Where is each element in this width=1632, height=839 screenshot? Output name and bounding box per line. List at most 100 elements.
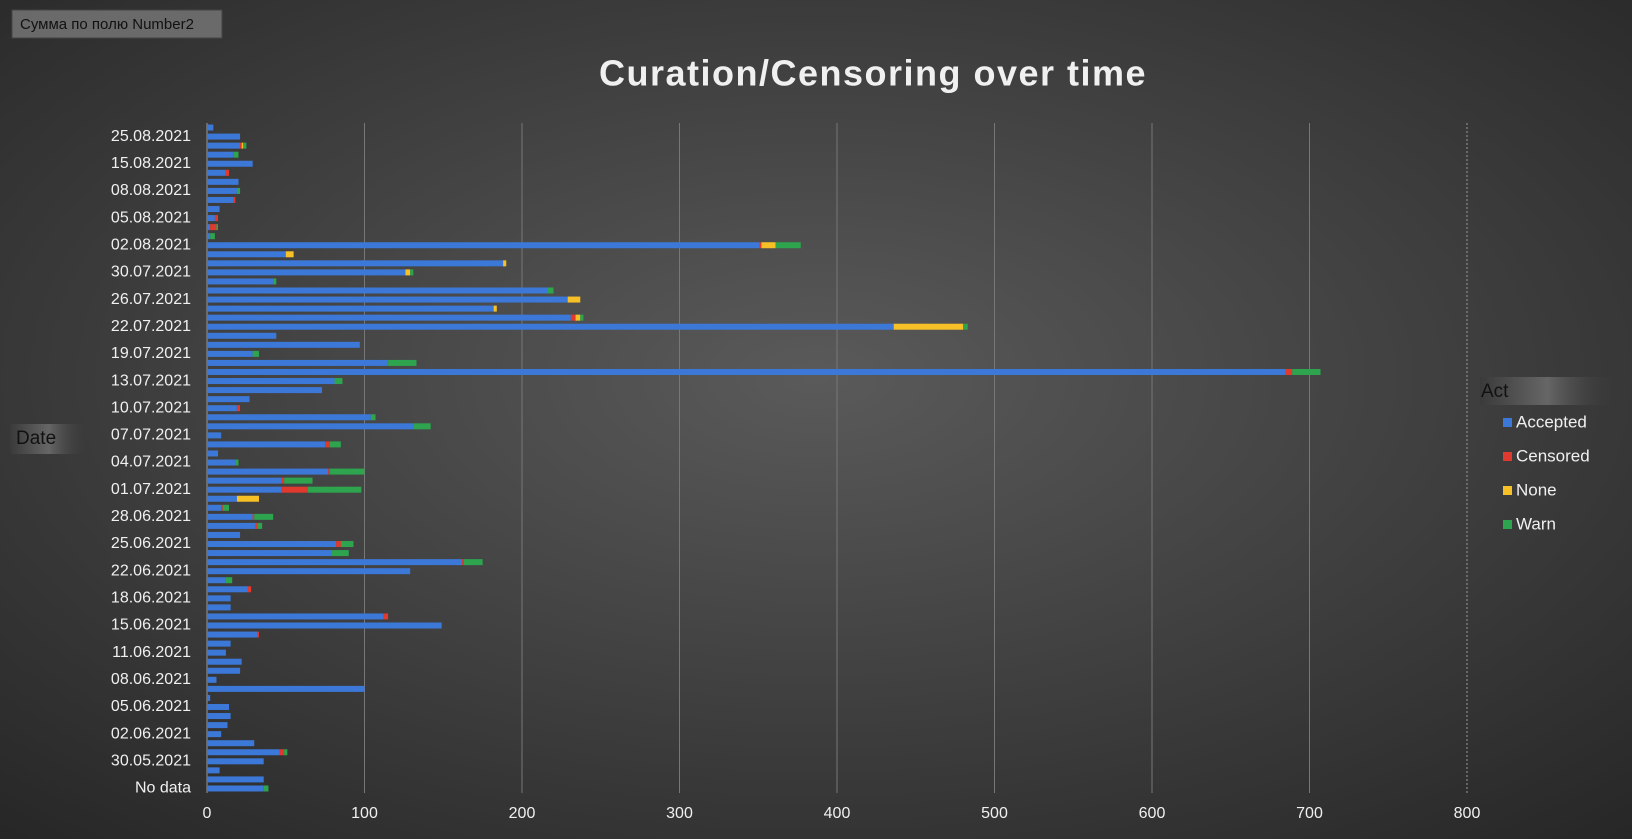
bar-segment — [236, 495, 259, 502]
bar-segment — [247, 586, 252, 593]
bar-segment — [413, 423, 431, 430]
bar-segment — [207, 531, 241, 538]
bar-segment — [207, 676, 217, 683]
legend-swatch — [1503, 418, 1512, 427]
bar-segment — [207, 296, 568, 303]
bar-segment — [207, 550, 332, 557]
bar-segment — [235, 459, 239, 466]
bar-segment — [207, 160, 253, 167]
legend-title-box — [1480, 377, 1615, 405]
bar-segment — [207, 559, 463, 566]
y-tick-label: 25.06.2021 — [111, 535, 191, 552]
y-tick-label: No data — [135, 780, 191, 797]
bar-segment — [331, 550, 349, 557]
bar-segment — [281, 486, 308, 493]
y-tick-label: 08.08.2021 — [111, 182, 191, 199]
bar-segment — [263, 785, 269, 792]
bar-segment — [207, 577, 226, 584]
legend-swatch — [1503, 520, 1512, 529]
legend-title: Act — [1481, 381, 1509, 402]
y-tick-label: 02.06.2021 — [111, 725, 191, 742]
bar-segment — [279, 749, 285, 756]
bar-segment — [222, 504, 230, 511]
bar-segment — [207, 169, 226, 176]
bar-segment — [388, 359, 417, 366]
bar-segment — [207, 504, 222, 511]
legend-label: Accepted — [1516, 412, 1587, 431]
y-tick-label: 10.07.2021 — [111, 399, 191, 416]
bar-segment — [410, 269, 414, 276]
bar-segment — [252, 350, 259, 357]
y-tick-label: 04.07.2021 — [111, 454, 191, 471]
field-button[interactable] — [11, 9, 223, 39]
legend-swatch — [1503, 486, 1512, 495]
bar-segment — [207, 767, 220, 774]
x-tick-label: 800 — [1454, 805, 1481, 822]
bar-segment — [207, 477, 282, 484]
bar-segment — [225, 169, 230, 176]
bar-segment — [325, 441, 330, 448]
bar-segment — [207, 151, 234, 158]
bar-segment — [307, 486, 362, 493]
bar-segment — [547, 287, 554, 294]
bar-segment — [370, 414, 376, 421]
bar-segment — [207, 667, 241, 674]
x-tick-label: 500 — [981, 805, 1008, 822]
bar-segment — [207, 731, 222, 738]
y-tick-label: 11.06.2021 — [112, 644, 191, 661]
bar-segment — [281, 477, 285, 484]
y-tick-label: 30.05.2021 — [111, 753, 191, 770]
bar-segment — [284, 477, 313, 484]
bar-segment — [207, 142, 241, 149]
bar-segment — [207, 224, 211, 231]
bar-segment — [1292, 368, 1321, 375]
bar-segment — [207, 513, 253, 520]
bar-segment — [207, 368, 1286, 375]
field-button-label: Сумма по полю Number2 — [20, 16, 194, 33]
bar-segment — [273, 278, 277, 285]
bar-segment — [207, 758, 264, 765]
bar-segment — [255, 522, 258, 529]
bar-segment — [207, 206, 220, 213]
bar-segment — [503, 260, 507, 267]
y-tick-label: 05.06.2021 — [111, 698, 191, 715]
y-axis-label: Date — [16, 428, 56, 449]
bar-segment — [207, 713, 231, 720]
bar-segment — [207, 287, 548, 294]
bar-segment — [761, 242, 776, 249]
bar-segment — [336, 541, 341, 548]
bar-segment — [207, 314, 571, 321]
y-tick-label: 01.07.2021 — [111, 481, 191, 498]
bar-segment — [207, 305, 494, 312]
bar-segment — [463, 559, 483, 566]
x-tick-label: 300 — [666, 805, 693, 822]
bar-segment — [207, 323, 894, 330]
bar-segment — [207, 459, 236, 466]
bar-segment — [285, 251, 294, 258]
bar-segment — [1285, 368, 1293, 375]
y-tick-label: 25.08.2021 — [111, 128, 191, 145]
bar-segment — [493, 305, 497, 312]
y-tick-label: 02.08.2021 — [111, 236, 191, 253]
bar-segment — [207, 432, 222, 439]
bar-segment — [257, 631, 259, 638]
bar-segment — [207, 405, 237, 412]
x-tick-label: 600 — [1139, 805, 1166, 822]
bar-segment — [207, 495, 237, 502]
bar-segment — [254, 513, 274, 520]
bar-segment — [329, 468, 365, 475]
bar-segment — [207, 178, 239, 185]
bar-segment — [963, 323, 968, 330]
bar-segment — [207, 522, 256, 529]
y-tick-label: 22.06.2021 — [111, 562, 191, 579]
bar-segment — [207, 396, 250, 403]
bar-segment — [241, 142, 244, 149]
bar-segment — [383, 613, 389, 620]
bar-segment — [207, 450, 219, 457]
bar-segment — [207, 441, 326, 448]
bar-segment — [207, 694, 211, 701]
bar-segment — [207, 541, 337, 548]
bar-segment — [207, 631, 258, 638]
